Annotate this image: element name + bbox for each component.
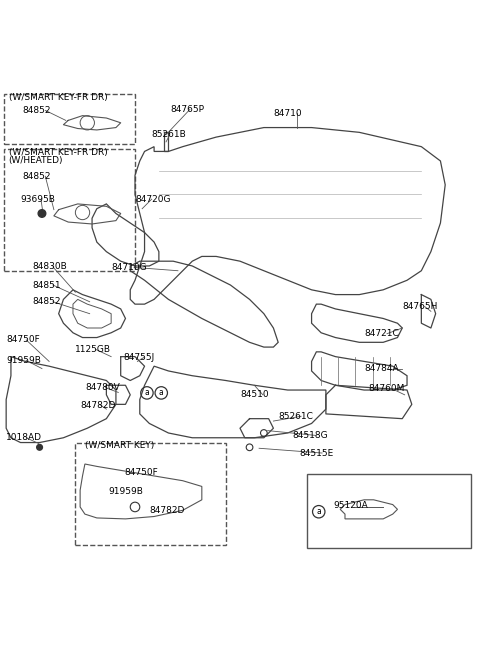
Text: 84710G: 84710G (111, 263, 147, 272)
Text: 91959B: 91959B (109, 487, 144, 496)
Text: 84720G: 84720G (135, 195, 170, 203)
Text: 84750F: 84750F (6, 335, 40, 344)
Text: 95120A: 95120A (333, 501, 368, 510)
Text: 84755J: 84755J (123, 353, 155, 362)
Text: 85261B: 85261B (152, 131, 186, 139)
Text: 84782D: 84782D (80, 401, 116, 410)
Text: 84765P: 84765P (171, 105, 205, 114)
Text: 84780V: 84780V (85, 383, 120, 392)
FancyBboxPatch shape (307, 474, 471, 548)
Text: 84782D: 84782D (149, 506, 185, 515)
Text: 84830B: 84830B (33, 262, 67, 272)
Text: 85261C: 85261C (278, 412, 313, 420)
Text: 84784A: 84784A (364, 364, 399, 373)
Text: 84710: 84710 (274, 109, 302, 117)
Text: 84852: 84852 (23, 106, 51, 115)
Text: a: a (144, 388, 149, 398)
FancyBboxPatch shape (75, 443, 226, 545)
Text: 93695B: 93695B (21, 195, 55, 204)
Text: a: a (316, 507, 321, 516)
Text: 84510: 84510 (240, 390, 269, 400)
Text: 84765H: 84765H (402, 302, 438, 311)
Text: 84852: 84852 (33, 297, 61, 306)
FancyBboxPatch shape (4, 149, 135, 271)
Text: 84760M: 84760M (369, 384, 405, 393)
Text: 1018AD: 1018AD (6, 433, 42, 442)
FancyBboxPatch shape (4, 94, 135, 144)
Text: 84851: 84851 (33, 281, 61, 289)
Text: (W/HEATED): (W/HEATED) (9, 156, 63, 165)
Text: 84750F: 84750F (124, 468, 158, 477)
Text: a: a (159, 388, 164, 398)
Text: (W/SMART KEY): (W/SMART KEY) (85, 441, 154, 450)
Circle shape (38, 210, 46, 217)
Text: 1125GB: 1125GB (75, 345, 111, 354)
Text: 84515E: 84515E (300, 449, 334, 457)
Text: 91959B: 91959B (6, 356, 41, 365)
Circle shape (36, 445, 42, 450)
Text: (W/SMART KEY-FR DR): (W/SMART KEY-FR DR) (9, 148, 108, 157)
Text: 84518G: 84518G (292, 431, 328, 440)
Text: (W/SMART KEY-FR DR): (W/SMART KEY-FR DR) (9, 93, 108, 102)
Text: 84721C: 84721C (364, 329, 399, 338)
Text: 84852: 84852 (23, 172, 51, 181)
